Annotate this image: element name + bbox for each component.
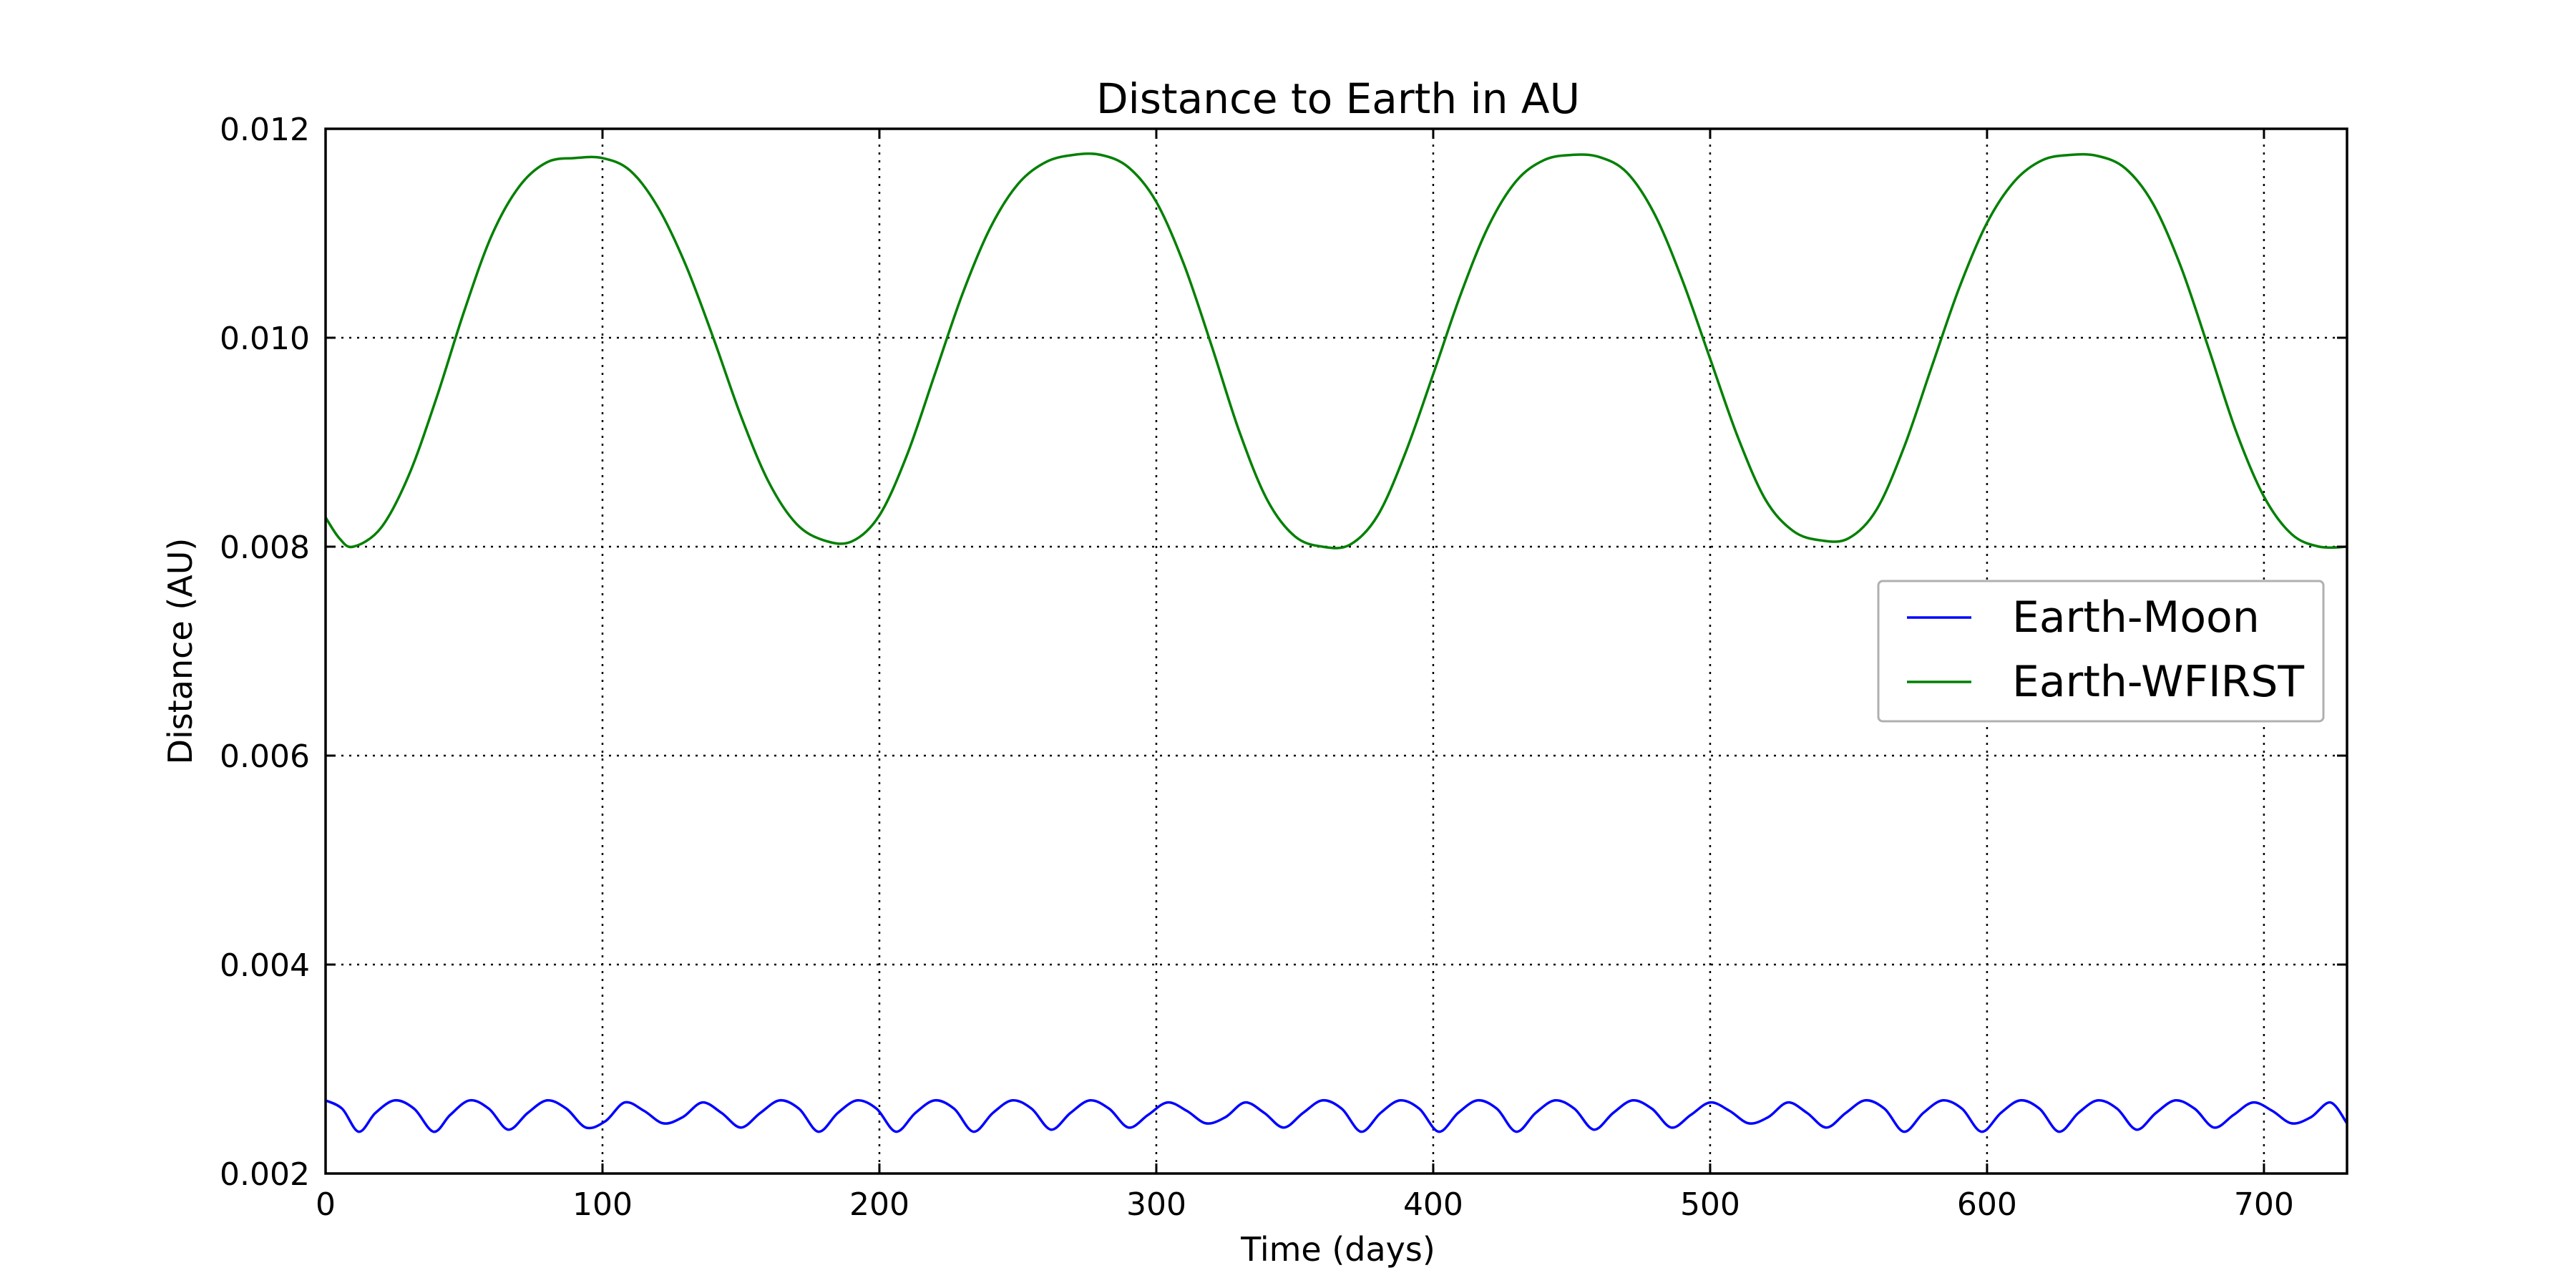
series-line-earth-wfirst	[324, 152, 2348, 550]
legend-label-earth-moon: Earth-Moon	[2012, 592, 2260, 643]
x-tick-label: 700	[2234, 1186, 2294, 1223]
x-tick-label: 400	[1403, 1186, 1463, 1223]
x-tick-labels: 0 100 200 300 400 500 600 700	[316, 1186, 2294, 1223]
y-tick-label: 0.002	[220, 1156, 310, 1193]
y-tick-label: 0.010	[220, 321, 310, 357]
y-tick-label: 0.008	[220, 530, 310, 566]
x-tick-label: 100	[572, 1186, 633, 1223]
x-tick-label: 300	[1126, 1186, 1186, 1223]
y-tick-label: 0.006	[220, 738, 310, 775]
legend-label-earth-wfirst: Earth-WFIRST	[2012, 657, 2304, 707]
legend: Earth-Moon Earth-WFIRST	[1877, 580, 2325, 723]
axis-ticks	[324, 127, 2347, 1175]
x-tick-label: 200	[849, 1186, 909, 1223]
y-tick-label: 0.004	[220, 947, 310, 984]
x-tick-label: 600	[1957, 1186, 2017, 1223]
grid-lines	[326, 129, 2347, 1174]
chart-title: Distance to Earth in AU	[1096, 74, 1580, 123]
x-tick-label: 500	[1680, 1186, 1740, 1223]
plot-frame	[324, 127, 2348, 1175]
y-tick-labels: 0.002 0.004 0.006 0.008 0.010 0.012	[220, 112, 310, 1193]
legend-box	[1877, 580, 2325, 723]
y-axis-label: Distance (AU)	[161, 538, 200, 765]
series-lines	[324, 152, 2348, 1133]
series-line-earth-moon	[325, 1098, 2348, 1133]
y-tick-label: 0.012	[220, 112, 310, 148]
x-tick-label: 0	[316, 1186, 336, 1223]
x-axis-label: Time (days)	[1240, 1230, 1435, 1269]
